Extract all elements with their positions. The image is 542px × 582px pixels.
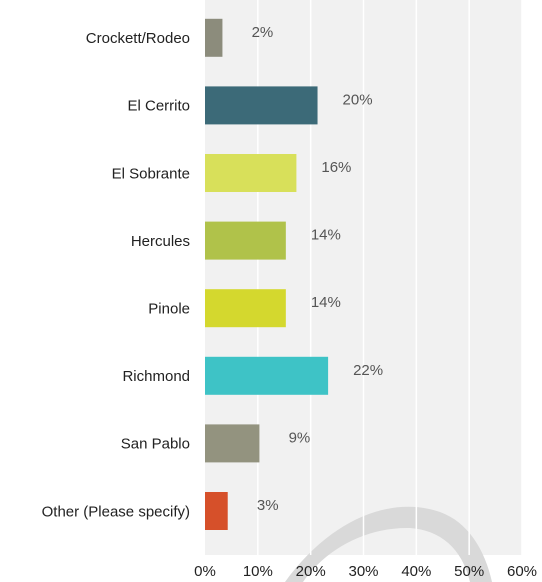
- tick-label: 50%: [454, 563, 484, 580]
- value-labels: 2% 20% 16% 14% 14% 22% 9% 3%: [252, 24, 384, 514]
- watermark-swoosh: [285, 506, 492, 582]
- x-axis-tick-labels: 0% 10% 20% 30% 40% 50% 60%: [194, 563, 537, 580]
- tick-label: 40%: [401, 563, 431, 580]
- value-label: 16%: [321, 159, 351, 176]
- bar: [205, 18, 223, 57]
- category-label: San Pablo: [121, 436, 190, 453]
- category-label: El Cerrito: [127, 98, 190, 115]
- value-label: 20%: [343, 91, 373, 108]
- category-label: Pinole: [148, 300, 190, 317]
- bar: [205, 221, 286, 260]
- value-label: 9%: [289, 429, 311, 446]
- category-label: Richmond: [122, 368, 190, 385]
- bars: [205, 18, 329, 530]
- value-label: 3%: [257, 497, 279, 514]
- category-label: El Sobrante: [112, 165, 190, 182]
- tick-label: 20%: [296, 563, 326, 580]
- tick-label: 10%: [243, 563, 273, 580]
- bar: [205, 289, 286, 328]
- category-label: Hercules: [131, 233, 190, 250]
- bar: [205, 86, 318, 125]
- value-label: 22%: [353, 362, 383, 379]
- value-label: 2%: [252, 24, 274, 41]
- bar: [205, 154, 297, 192]
- value-label: 14%: [311, 294, 341, 311]
- tick-label: 30%: [348, 563, 378, 580]
- bar: [205, 492, 228, 530]
- value-label: 14%: [311, 227, 341, 244]
- tick-label: 0%: [194, 563, 216, 580]
- category-label: Other (Please specify): [42, 503, 190, 520]
- bar: [205, 424, 260, 463]
- category-labels: Crockett/Rodeo El Cerrito El Sobrante Hercu…: [42, 30, 190, 520]
- category-label: Crockett/Rodeo: [86, 30, 190, 47]
- tick-label: 60%: [507, 563, 537, 580]
- bar: [205, 356, 329, 395]
